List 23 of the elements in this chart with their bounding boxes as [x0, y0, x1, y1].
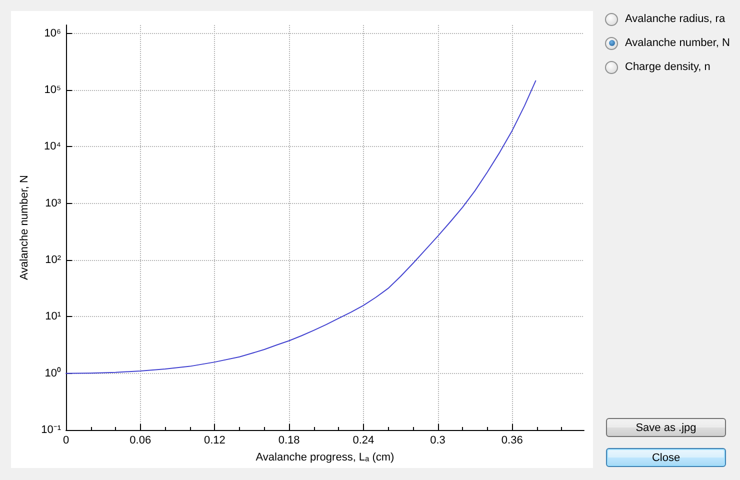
y-tick-label: 10⁴ — [44, 140, 62, 153]
x-tick-label: 0.18 — [278, 434, 300, 446]
x-tick-label: 0.36 — [501, 434, 523, 446]
x-tick-label: 0.3 — [430, 434, 446, 446]
y-tick-label: 10⁵ — [44, 84, 61, 96]
y-tick-label: 10⁻¹ — [41, 424, 62, 436]
x-tick-label: 0.06 — [130, 434, 152, 446]
y-tick-label: 10⁰ — [44, 366, 61, 380]
button: Close — [606, 448, 726, 467]
text: Avalanche number, N — [625, 37, 730, 49]
text: Avalanche radius, ra — [625, 13, 726, 25]
x-tick-label: 0.24 — [352, 434, 374, 446]
text: Charge density, n — [625, 61, 710, 73]
y-tick-label: 10³ — [45, 197, 62, 210]
x-axis-title: Avalanche progress, Lₐ (cm) — [256, 452, 394, 464]
y-tick-label: 10² — [45, 254, 62, 266]
y-axis-title: Avalanche number, N — [18, 174, 30, 280]
button: Save as .jpg — [606, 418, 726, 437]
y-tick-label: 10¹ — [45, 310, 62, 323]
y-tick-label: 10⁶ — [44, 27, 61, 40]
x-tick-label: 0.12 — [204, 434, 226, 446]
x-tick-label: 0 — [62, 434, 70, 446]
line-series — [66, 80, 536, 374]
